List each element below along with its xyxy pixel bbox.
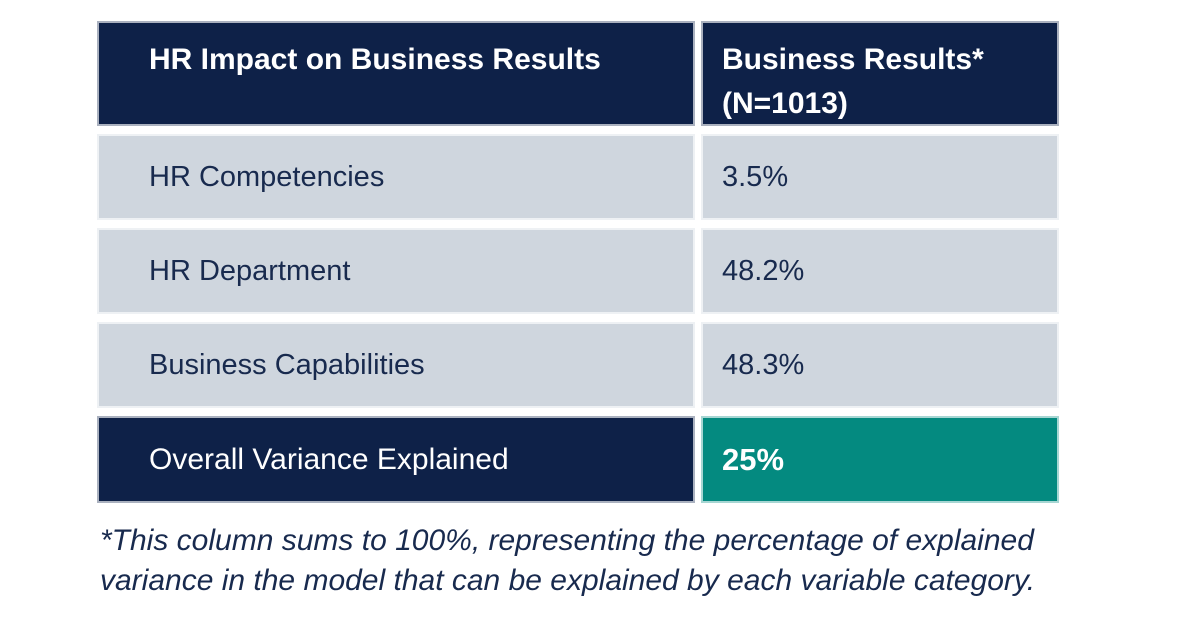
row-value: 48.2% [722, 254, 805, 287]
hr-impact-table: HR Impact on Business Results Business R… [97, 21, 1059, 503]
footnote: *This column sums to 100%, representing … [100, 521, 1035, 601]
total-row-label: Overall Variance Explained [149, 442, 509, 476]
table-header-metric-label: HR Impact on Business Results [149, 43, 601, 76]
total-row-value: 25% [722, 441, 785, 477]
table-row-value: 48.3% [701, 322, 1059, 408]
row-value: 3.5% [722, 160, 789, 193]
footnote-line: variance in the model that can be explai… [100, 564, 1036, 597]
table-row-label: Business Capabilities [97, 322, 695, 408]
table-header-metric: HR Impact on Business Results [97, 21, 695, 126]
table-header-results-line1: Business Results* [722, 43, 984, 76]
row-label: Business Capabilities [149, 348, 425, 381]
table-row-value: 48.2% [701, 228, 1059, 314]
row-label: HR Department [149, 254, 351, 287]
table-header-results: Business Results* (N=1013) [701, 21, 1059, 126]
table-row-label: HR Department [97, 228, 695, 314]
table-row-label: HR Competencies [97, 134, 695, 220]
footnote-line: *This column sums to 100%, representing … [100, 524, 1034, 557]
total-row-value-cell: 25% [701, 416, 1059, 503]
table-row-value: 3.5% [701, 134, 1059, 220]
row-value: 48.3% [722, 348, 805, 381]
row-label: HR Competencies [149, 160, 385, 193]
total-row-label-cell: Overall Variance Explained [97, 416, 695, 503]
table-header-results-line2: (N=1013) [722, 87, 848, 120]
